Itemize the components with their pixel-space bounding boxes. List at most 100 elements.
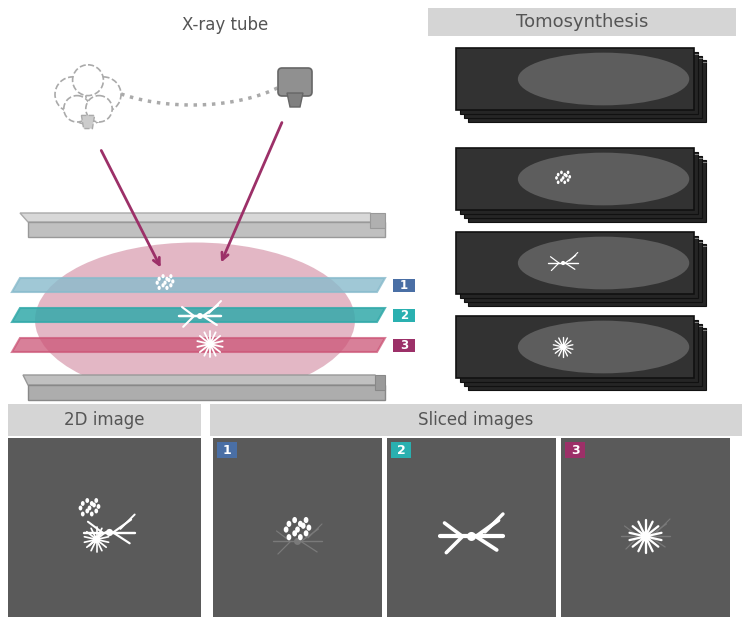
FancyBboxPatch shape <box>468 160 706 222</box>
Circle shape <box>73 65 104 96</box>
Circle shape <box>55 77 90 112</box>
Ellipse shape <box>90 501 94 506</box>
FancyBboxPatch shape <box>456 316 694 378</box>
Polygon shape <box>28 222 385 237</box>
Text: X-ray tube: X-ray tube <box>182 16 268 34</box>
Polygon shape <box>82 116 94 129</box>
Ellipse shape <box>158 285 160 290</box>
Ellipse shape <box>94 509 98 513</box>
Polygon shape <box>370 213 385 228</box>
Ellipse shape <box>560 179 562 182</box>
FancyBboxPatch shape <box>393 279 415 292</box>
Text: Sliced images: Sliced images <box>419 411 534 429</box>
Polygon shape <box>387 438 556 617</box>
Polygon shape <box>561 438 730 617</box>
Ellipse shape <box>286 534 291 541</box>
FancyBboxPatch shape <box>468 60 706 122</box>
Ellipse shape <box>563 180 566 184</box>
FancyBboxPatch shape <box>460 152 698 214</box>
Circle shape <box>106 529 113 536</box>
Ellipse shape <box>298 534 303 541</box>
Ellipse shape <box>86 509 89 513</box>
Polygon shape <box>287 93 303 107</box>
Ellipse shape <box>161 274 165 278</box>
FancyBboxPatch shape <box>468 328 706 390</box>
Text: Tomosynthesis: Tomosynthesis <box>516 13 648 31</box>
Polygon shape <box>23 375 385 385</box>
Circle shape <box>86 96 112 122</box>
Polygon shape <box>8 404 201 436</box>
Text: 3: 3 <box>571 443 579 457</box>
Ellipse shape <box>92 503 96 508</box>
FancyBboxPatch shape <box>278 68 312 96</box>
Circle shape <box>64 76 112 124</box>
Ellipse shape <box>567 170 569 174</box>
Ellipse shape <box>284 526 289 532</box>
FancyBboxPatch shape <box>456 148 694 210</box>
Ellipse shape <box>170 283 172 287</box>
Ellipse shape <box>165 285 169 290</box>
Ellipse shape <box>286 521 291 527</box>
FancyBboxPatch shape <box>460 320 698 382</box>
Polygon shape <box>28 385 385 400</box>
Ellipse shape <box>292 517 297 523</box>
Text: 1: 1 <box>400 279 408 292</box>
Circle shape <box>86 77 121 112</box>
Ellipse shape <box>97 504 100 509</box>
Polygon shape <box>12 338 385 352</box>
Ellipse shape <box>161 283 165 287</box>
FancyBboxPatch shape <box>393 339 415 352</box>
FancyBboxPatch shape <box>464 56 702 118</box>
Ellipse shape <box>90 511 94 516</box>
Polygon shape <box>213 438 382 617</box>
Ellipse shape <box>560 170 562 174</box>
Ellipse shape <box>567 179 569 182</box>
Ellipse shape <box>298 521 303 527</box>
Circle shape <box>467 532 476 541</box>
Ellipse shape <box>164 281 166 285</box>
Ellipse shape <box>79 506 82 511</box>
Ellipse shape <box>556 180 560 184</box>
Text: 2: 2 <box>400 309 408 322</box>
Ellipse shape <box>81 511 85 516</box>
Circle shape <box>64 96 90 122</box>
Ellipse shape <box>292 531 297 536</box>
Ellipse shape <box>155 281 159 285</box>
Circle shape <box>93 536 100 543</box>
Ellipse shape <box>556 173 560 177</box>
FancyBboxPatch shape <box>456 48 694 110</box>
Ellipse shape <box>86 498 89 503</box>
Polygon shape <box>8 438 201 617</box>
Ellipse shape <box>88 506 92 511</box>
FancyBboxPatch shape <box>428 8 736 36</box>
Circle shape <box>642 533 649 540</box>
Ellipse shape <box>35 243 355 397</box>
Circle shape <box>206 340 214 348</box>
Ellipse shape <box>301 522 305 529</box>
Polygon shape <box>210 404 742 436</box>
Ellipse shape <box>165 277 169 281</box>
Ellipse shape <box>518 152 689 205</box>
Ellipse shape <box>555 176 558 180</box>
FancyBboxPatch shape <box>217 442 237 458</box>
Polygon shape <box>375 375 385 390</box>
Polygon shape <box>12 308 385 322</box>
Ellipse shape <box>563 173 566 177</box>
Ellipse shape <box>171 279 175 284</box>
Text: 2: 2 <box>397 443 405 457</box>
Polygon shape <box>20 213 385 222</box>
Ellipse shape <box>518 236 689 289</box>
Polygon shape <box>12 278 385 292</box>
Ellipse shape <box>81 501 85 506</box>
Ellipse shape <box>158 277 160 281</box>
Circle shape <box>197 313 203 319</box>
Text: 1: 1 <box>223 443 231 457</box>
Ellipse shape <box>295 526 300 532</box>
FancyBboxPatch shape <box>464 240 702 302</box>
Circle shape <box>560 344 566 350</box>
Ellipse shape <box>518 321 689 373</box>
Circle shape <box>294 538 301 545</box>
Circle shape <box>640 532 650 541</box>
Ellipse shape <box>167 278 170 282</box>
FancyBboxPatch shape <box>391 442 411 458</box>
